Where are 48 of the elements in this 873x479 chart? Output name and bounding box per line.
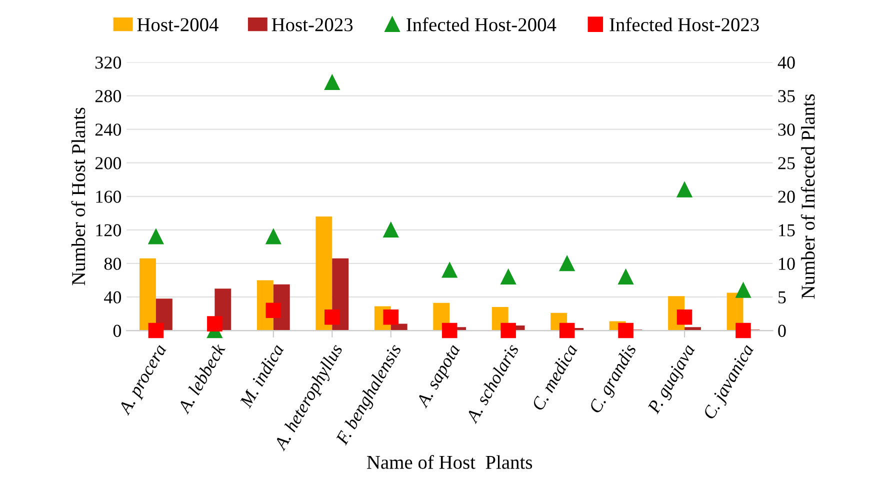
y2-tick-label: 10	[779, 258, 795, 270]
point	[383, 309, 399, 325]
point	[559, 322, 575, 338]
bar	[140, 258, 156, 331]
point	[148, 322, 164, 338]
y-tick-label: 80	[104, 258, 122, 270]
point	[266, 228, 282, 244]
y-tick-label: 160	[96, 190, 122, 203]
y2-tick-label: 40	[778, 56, 795, 69]
legend-label: Host-2023	[272, 18, 353, 32]
y2-tick-label: 25	[778, 157, 795, 170]
point	[442, 262, 458, 278]
x-axis-title: Name of Host Plants	[366, 455, 532, 469]
point	[442, 322, 458, 338]
point	[676, 182, 692, 198]
y2-tick-label: 0	[778, 324, 786, 337]
y2-tick-label: 35	[778, 90, 795, 102]
y-tick-label: 200	[95, 157, 122, 170]
legend-label: Infected Host-2023	[610, 17, 759, 32]
y2-tick-label: 30	[778, 124, 795, 136]
y-tick-label: 240	[95, 124, 122, 136]
legend-label: Host-2004	[137, 18, 218, 32]
y-tick-label: 320	[96, 56, 122, 69]
y-tick-label: 280	[95, 90, 122, 102]
point	[736, 282, 751, 298]
point	[207, 316, 222, 332]
point	[324, 309, 340, 325]
y2-tick-label: 20	[778, 190, 795, 203]
y2-tick-label: 5	[778, 291, 786, 304]
point	[618, 269, 634, 284]
y-tick-label: 120	[96, 224, 122, 236]
point	[618, 322, 634, 338]
point	[676, 309, 692, 325]
y-tick-label: 0	[113, 324, 122, 337]
point	[383, 222, 399, 238]
legend-label: Infected Host-2004	[406, 17, 556, 32]
bar	[316, 216, 332, 331]
point	[500, 322, 516, 338]
y-tick-label: 40	[104, 291, 122, 304]
point	[324, 74, 340, 90]
point	[559, 256, 575, 272]
point	[500, 269, 516, 284]
y-axis-title: Number of Host Plants	[71, 108, 86, 286]
bar	[684, 327, 701, 331]
y2-tick-label: 15	[779, 224, 795, 236]
point	[148, 228, 164, 244]
point	[736, 322, 751, 338]
y2-axis-title: Number of Infected Plants	[800, 94, 815, 299]
